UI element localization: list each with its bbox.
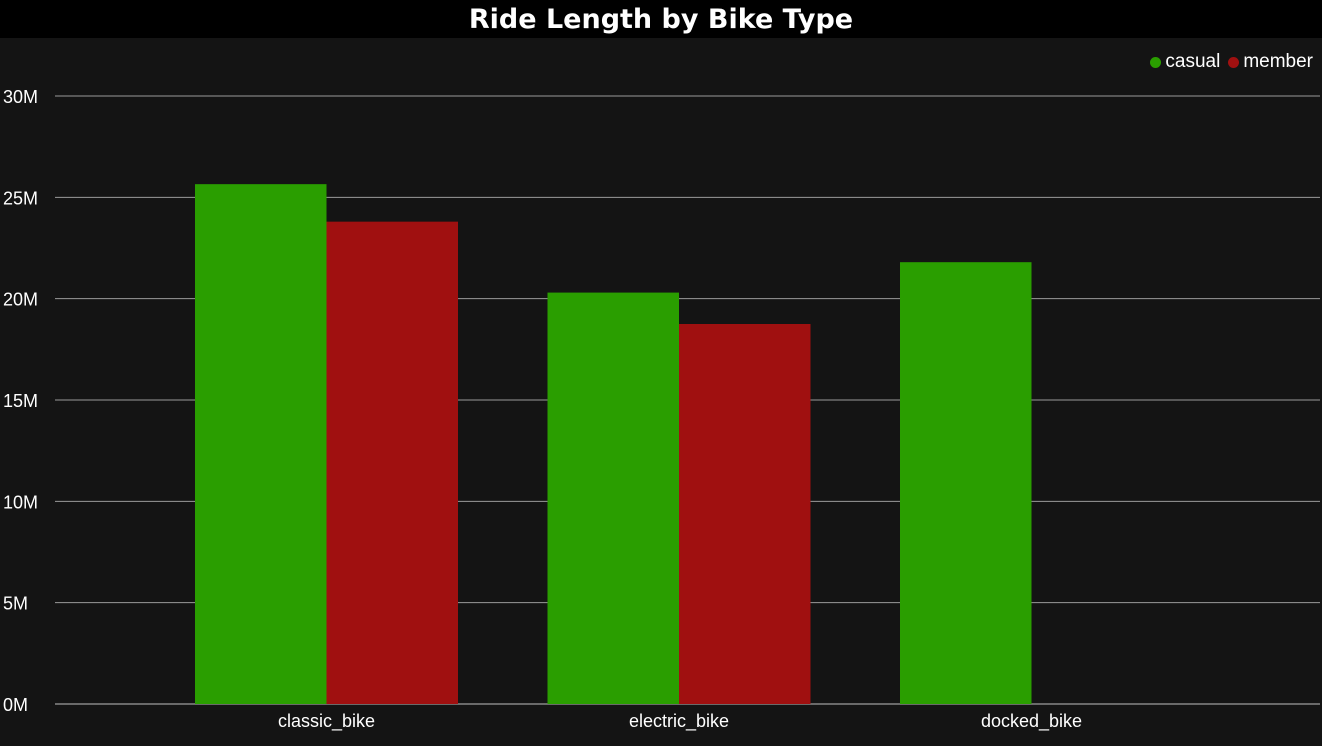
y-tick-label: 30M (3, 87, 38, 107)
x-category-label-docked_bike: docked_bike (981, 711, 1082, 732)
legend-item-casual[interactable]: casual (1150, 51, 1220, 73)
x-category-label-classic_bike: classic_bike (278, 711, 375, 732)
bar-casual-docked_bike[interactable] (900, 262, 1032, 704)
legend-item-member[interactable]: member (1228, 51, 1313, 73)
chart-title: Ride Length by Bike Type (0, 0, 1322, 38)
y-axis-tick-labels: 0M 5M 10M 15M 20M 25M 30M (3, 87, 38, 715)
y-tick-label: 10M (3, 492, 38, 512)
bar-casual-classic_bike[interactable] (195, 184, 327, 704)
y-tick-label: 0M (3, 695, 28, 715)
legend-label-casual: casual (1165, 51, 1221, 72)
legend-dot-casual (1150, 56, 1162, 68)
x-category-label-electric_bike: electric_bike (629, 711, 729, 732)
bars (195, 184, 1032, 705)
legend-label-member: member (1243, 51, 1313, 72)
y-tick-label: 15M (3, 391, 38, 411)
bar-member-classic_bike[interactable] (326, 221, 459, 705)
legend-dot-member (1228, 56, 1240, 68)
x-axis-category-labels: classic_bike electric_bike docked_bike (278, 711, 1082, 732)
y-tick-label: 25M (3, 188, 38, 208)
bar-casual-electric_bike[interactable] (547, 292, 680, 704)
y-tick-label: 5M (3, 594, 28, 614)
legend: casual member (1142, 51, 1313, 73)
bar-member-electric_bike[interactable] (679, 324, 811, 704)
y-tick-label: 20M (3, 290, 38, 310)
